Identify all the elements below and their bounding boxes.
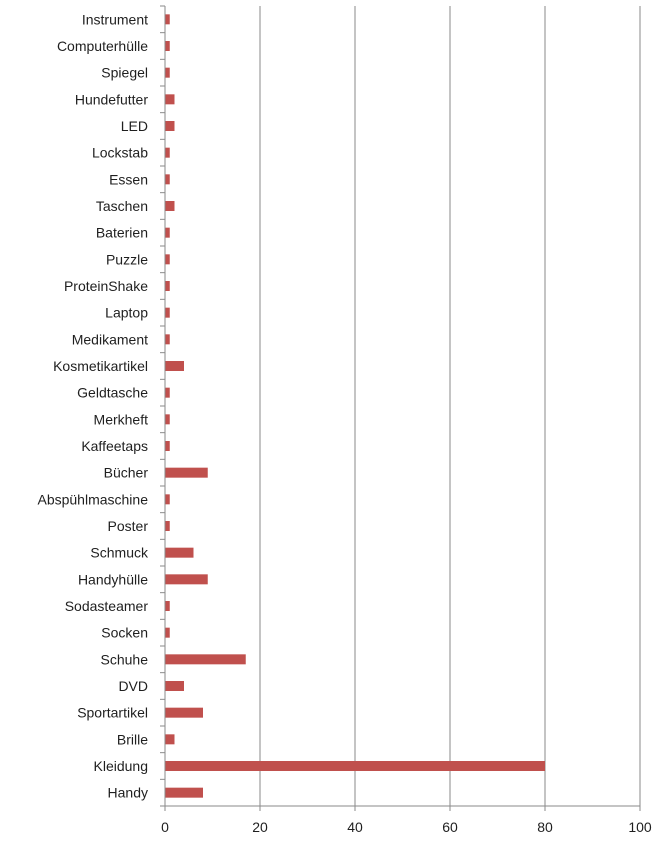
bar <box>165 521 170 531</box>
x-tick-label: 60 <box>442 819 458 835</box>
category-label: Spiegel <box>101 65 148 81</box>
category-label: LED <box>121 118 148 134</box>
category-label: Socken <box>101 625 148 641</box>
bar <box>165 201 175 211</box>
category-label: Poster <box>108 518 149 534</box>
category-label: Medikament <box>72 331 148 347</box>
category-labels: Instrument Computerhülle Spiegel Hundefutte… <box>37 11 149 800</box>
category-label: Schuhe <box>101 651 149 667</box>
category-label: Schmuck <box>90 545 149 561</box>
bar <box>165 94 175 105</box>
bar <box>165 761 545 771</box>
category-label: DVD <box>118 678 148 694</box>
category-label: Essen <box>109 171 148 187</box>
category-label: Baterien <box>96 225 148 241</box>
bar <box>165 601 170 611</box>
category-label: Sodasteamer <box>65 598 149 614</box>
bar <box>165 14 170 25</box>
bar <box>165 41 170 51</box>
bar <box>165 414 170 425</box>
bar <box>165 147 170 158</box>
bar <box>165 681 184 691</box>
bar <box>165 227 170 238</box>
bar <box>165 467 208 478</box>
bar <box>165 254 170 265</box>
category-label: Kaffeetaps <box>81 438 148 454</box>
category-label: Handy <box>108 785 148 801</box>
bars <box>165 14 545 798</box>
bar <box>165 787 203 798</box>
bar <box>165 174 170 185</box>
x-tick-label: 80 <box>537 819 553 835</box>
bar <box>165 361 184 371</box>
category-label: Handyhülle <box>78 571 148 587</box>
bar <box>165 121 175 131</box>
category-label: Kosmetikartikel <box>53 358 148 374</box>
category-label: Taschen <box>96 198 148 214</box>
bar <box>165 281 170 291</box>
category-label: Lockstab <box>92 145 148 161</box>
category-label: Hundefutter <box>75 91 148 107</box>
category-label: Geldtasche <box>77 385 148 401</box>
bar <box>165 441 170 451</box>
bar <box>165 574 208 585</box>
category-label: Computerhülle <box>57 38 148 54</box>
category-label: Kleidung <box>94 758 149 774</box>
bar <box>165 547 194 558</box>
category-label: Sportartikel <box>77 705 148 721</box>
bar <box>165 734 175 745</box>
category-label: ProteinShake <box>64 278 148 294</box>
category-label: Merkheft <box>94 411 149 427</box>
category-label: Bücher <box>104 465 149 481</box>
category-label: Abspühlmaschine <box>37 491 148 507</box>
bar <box>165 67 170 78</box>
bar <box>165 387 170 398</box>
x-tick-label: 0 <box>161 819 169 835</box>
bar <box>165 307 170 318</box>
category-label: Instrument <box>82 11 148 27</box>
axes <box>160 5 641 811</box>
x-tick-label: 40 <box>347 819 363 835</box>
category-label: Laptop <box>105 305 148 321</box>
bar <box>165 707 203 718</box>
grid-lines <box>259 6 641 806</box>
bar <box>165 627 170 638</box>
bar <box>165 654 246 665</box>
bar <box>165 494 170 505</box>
category-label: Puzzle <box>106 251 148 267</box>
x-tick-label: 20 <box>252 819 268 835</box>
x-tick-label: 100 <box>628 819 652 835</box>
bar <box>165 334 170 345</box>
tick-labels: 0 20 40 60 80 100 <box>161 819 652 835</box>
category-label: Brille <box>117 731 148 747</box>
